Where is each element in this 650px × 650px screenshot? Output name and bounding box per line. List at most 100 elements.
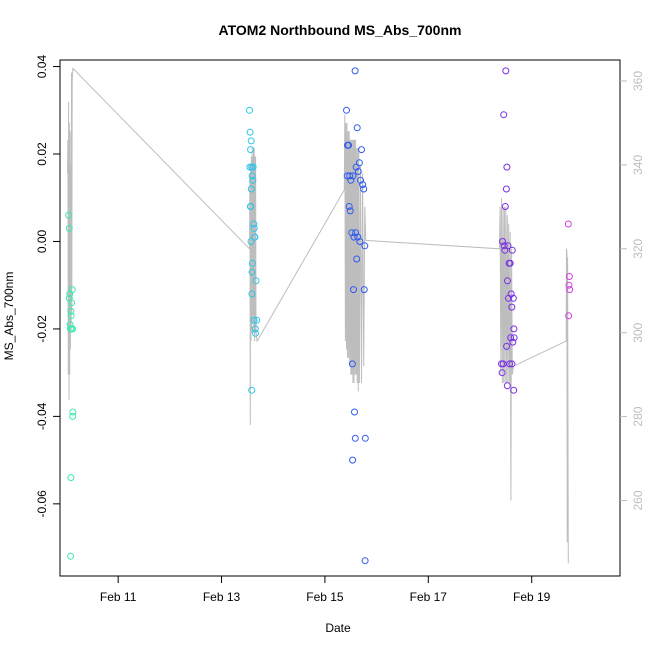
y-axis-right: 260 280 300 320 340 360 — [620, 71, 645, 511]
data-point — [354, 168, 362, 175]
data-point — [503, 382, 511, 390]
data-point — [65, 224, 73, 232]
y2-tick-label: 300 — [631, 322, 645, 342]
plot-frame — [59, 59, 621, 577]
data-point — [69, 325, 77, 333]
data-point — [353, 255, 361, 263]
y-tick-label: -0.06 — [35, 490, 49, 518]
y-tick-label: 0.02 — [35, 142, 49, 166]
data-point — [359, 181, 367, 189]
data-point — [347, 176, 355, 184]
data-point — [346, 207, 354, 215]
data-point — [350, 286, 357, 294]
data-point — [507, 334, 515, 342]
data-point — [249, 176, 257, 184]
right-axis-trace-line — [67, 67, 569, 564]
data-point — [507, 290, 515, 298]
y-tick-label: -0.02 — [35, 315, 49, 343]
data-point — [69, 412, 77, 420]
data-point — [503, 163, 511, 171]
data-point — [502, 67, 510, 75]
data-point — [249, 163, 257, 171]
x-tick-label: Feb 19 — [513, 590, 551, 604]
data-point — [348, 229, 356, 237]
y-tick-label: 0.04 — [35, 55, 49, 79]
data-point — [509, 294, 517, 302]
data-point — [67, 312, 75, 320]
points-layer — [65, 67, 574, 565]
data-point — [564, 220, 572, 228]
data-point — [246, 106, 253, 114]
data-point — [251, 325, 259, 333]
data-point — [68, 286, 76, 294]
data-point — [506, 360, 514, 368]
data-point — [343, 106, 350, 114]
data-point — [65, 294, 73, 302]
data-point — [69, 408, 77, 416]
data-point — [356, 238, 364, 245]
data-point — [565, 312, 573, 320]
data-point — [504, 242, 512, 250]
y-axis-left: -0.06 -0.04 -0.02 0.00 0.02 0.04 — [35, 55, 60, 518]
data-point — [358, 146, 365, 154]
data-point — [251, 233, 259, 241]
x-tick-label: Feb 11 — [100, 590, 137, 604]
data-point — [248, 259, 256, 267]
y-tick-label: 0.00 — [35, 229, 49, 253]
data-point — [247, 146, 255, 154]
data-point — [346, 172, 354, 180]
y2-tick-label: 340 — [631, 155, 645, 175]
data-point — [510, 325, 518, 333]
data-point — [498, 369, 506, 377]
data-point — [360, 185, 368, 193]
data-point — [351, 408, 358, 416]
data-point — [355, 159, 363, 167]
data-point — [503, 342, 511, 350]
data-point — [510, 334, 518, 342]
data-point — [361, 242, 369, 250]
data-point — [248, 290, 256, 298]
data-point — [349, 456, 357, 464]
data-point — [250, 220, 258, 228]
y2-tick-label: 320 — [631, 238, 645, 258]
data-point — [499, 238, 507, 245]
data-point — [351, 67, 359, 75]
y-axis-label: MS_Abs_700nm — [2, 272, 16, 361]
data-point — [247, 137, 255, 145]
chart-title: ATOM2 Northbound MS_Abs_700nm — [219, 22, 462, 38]
data-point — [500, 111, 508, 119]
data-point — [360, 286, 368, 294]
data-point — [349, 172, 357, 180]
data-point — [250, 224, 258, 232]
y2-tick-label: 260 — [631, 490, 645, 510]
data-point — [348, 360, 356, 368]
y2-tick-label: 280 — [631, 406, 645, 426]
data-point — [352, 229, 360, 237]
data-point — [248, 386, 256, 394]
data-point — [68, 299, 75, 307]
data-point — [509, 338, 517, 346]
data-point — [247, 238, 255, 245]
x-tick-label: Feb 17 — [410, 590, 448, 604]
y2-tick-label: 360 — [631, 71, 645, 91]
data-point — [508, 246, 516, 254]
data-point — [252, 329, 259, 337]
data-point — [510, 386, 518, 394]
data-point — [350, 233, 358, 241]
data-point — [506, 259, 514, 267]
y-tick-label: -0.04 — [35, 402, 49, 430]
data-point — [246, 128, 254, 136]
data-point — [502, 185, 510, 193]
data-point — [250, 316, 258, 324]
data-point — [345, 141, 353, 149]
x-axis-label: Date — [325, 621, 351, 635]
data-point — [361, 557, 369, 565]
data-point — [65, 211, 73, 219]
data-point — [504, 277, 511, 285]
data-point — [248, 172, 256, 180]
data-point — [354, 233, 362, 241]
right-axis-trace-layer — [67, 67, 569, 564]
data-point — [501, 203, 509, 210]
x-tick-label: Feb 13 — [203, 590, 241, 604]
